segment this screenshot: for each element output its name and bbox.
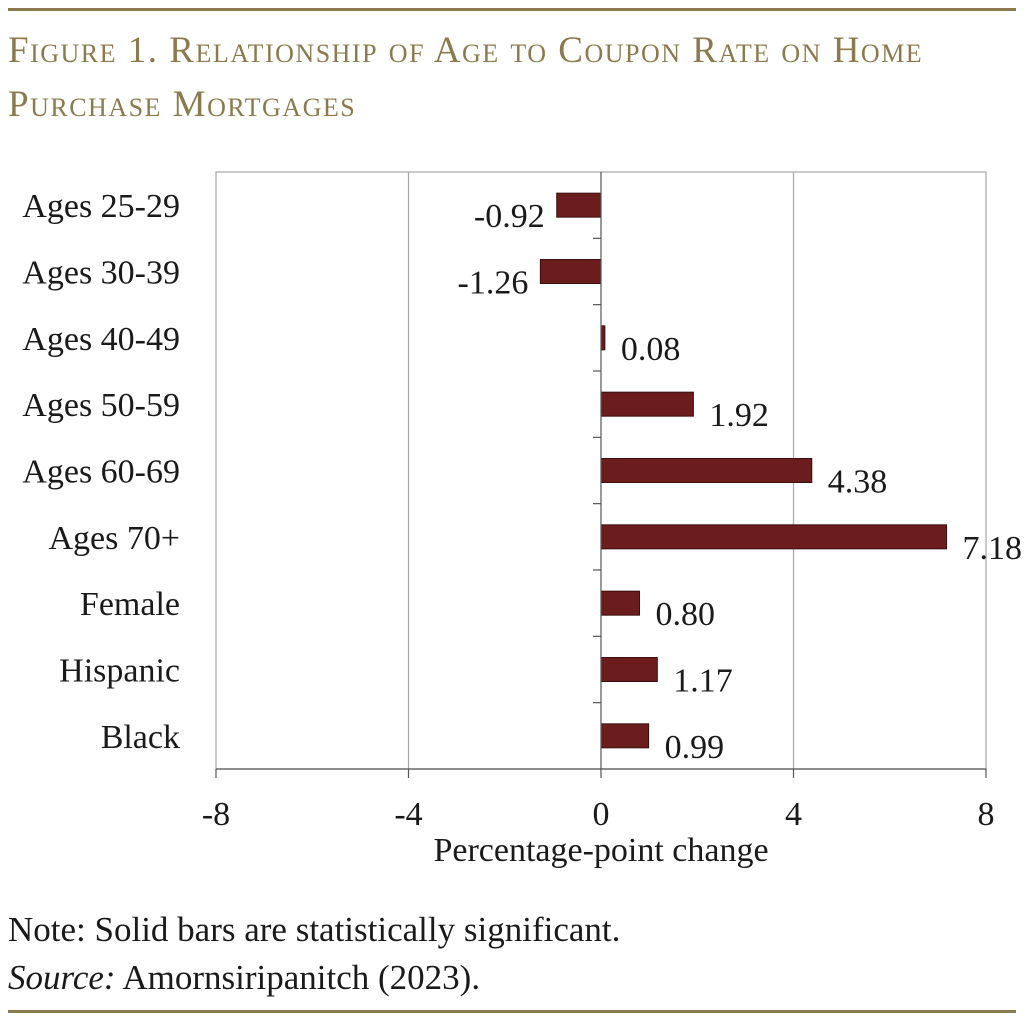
x-tick-label: 0 — [593, 796, 610, 833]
data-label: 0.99 — [665, 729, 725, 766]
category-label: Ages 25-29 — [22, 188, 180, 225]
bar — [600, 657, 658, 682]
data-label: 0.80 — [656, 596, 716, 633]
bar — [600, 391, 694, 417]
bars — [539, 192, 948, 749]
category-label: Hispanic — [59, 653, 180, 690]
category-label: Ages 30-39 — [22, 255, 180, 292]
bar — [600, 524, 948, 550]
top-rule — [8, 8, 1016, 11]
data-label: 0.08 — [621, 331, 681, 368]
category-label: Ages 70+ — [48, 520, 180, 557]
data-label: 4.38 — [828, 464, 888, 501]
category-label: Ages 50-59 — [22, 387, 180, 424]
x-tick-label: 8 — [978, 796, 995, 833]
labels: Ages 25-29 -0.92 Ages 30-39 -1.26 Ages 40-49… — [22, 188, 1022, 766]
bar — [600, 458, 813, 483]
x-tick-label: -4 — [394, 796, 422, 833]
bar — [539, 259, 602, 284]
note-text: Note: Solid bars are statistically signi… — [8, 910, 621, 949]
data-label: -0.92 — [474, 198, 545, 235]
x-axis-title: Percentage-point change — [433, 832, 768, 869]
figure-title: Figure 1. Relationship of Age to Coupon … — [8, 30, 924, 125]
bar — [600, 590, 640, 616]
category-label: Ages 60-69 — [22, 454, 180, 491]
bar — [600, 723, 650, 749]
x-tick-label: 4 — [785, 796, 802, 833]
category-label: Female — [80, 586, 180, 623]
data-label: 7.18 — [963, 530, 1023, 567]
x-tick-label: -8 — [202, 796, 230, 833]
source-label: Source: — [8, 958, 116, 997]
source-line: Source: Amornsiripanitch (2023). — [8, 958, 480, 998]
source-text: Amornsiripanitch (2023). — [115, 958, 481, 997]
category-label: Ages 40-49 — [22, 321, 180, 358]
data-label: -1.26 — [458, 265, 529, 302]
data-label: 1.17 — [673, 663, 733, 700]
axes: -8 -4 0 4 8 — [202, 172, 995, 833]
bottom-rule — [8, 1010, 1016, 1013]
data-label: 1.92 — [709, 397, 769, 434]
category-label: Black — [101, 719, 180, 756]
bar — [556, 192, 602, 218]
